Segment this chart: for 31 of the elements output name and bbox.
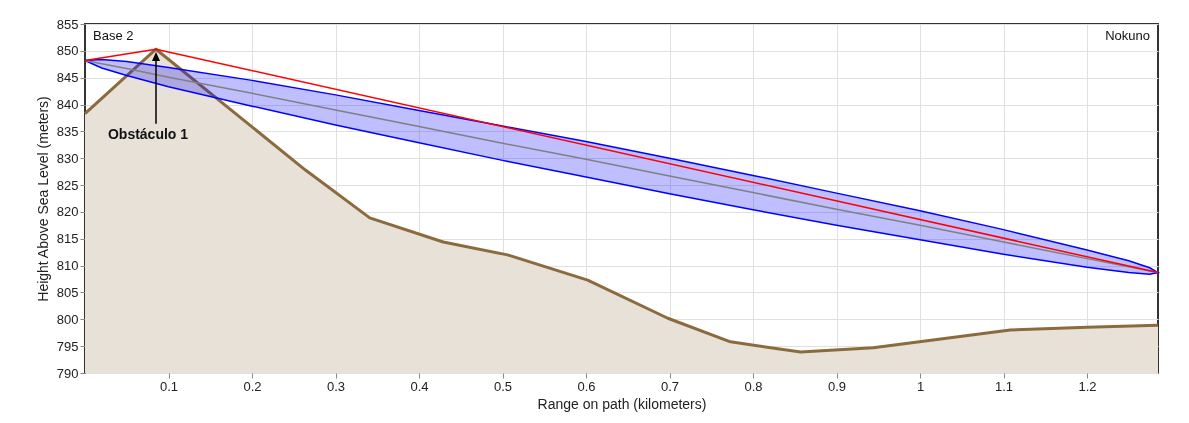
y-axis-title: Height Above Sea Level (meters) [34, 96, 51, 302]
y-tick-label: 835 [56, 123, 79, 139]
y-tick-label: 850 [56, 43, 79, 59]
y-tick-label: 855 [56, 16, 79, 32]
x-tick-label: 0.8 [744, 378, 763, 394]
annotation: Nokuno [1105, 28, 1150, 43]
y-tick-label: 810 [56, 258, 79, 274]
x-tick-label: 1.1 [994, 378, 1014, 394]
y-tick-label: 800 [56, 311, 79, 327]
x-tick-label: 0.9 [827, 378, 847, 394]
x-tick-label: 0.4 [410, 378, 429, 394]
x-tick-label: 0.3 [326, 378, 346, 394]
annotation: Obstáculo 1 [107, 126, 189, 142]
y-tick-label: 820 [56, 204, 79, 220]
y-tick-label: 790 [56, 365, 79, 381]
y-tick-label: 840 [56, 97, 79, 113]
x-tick-label: 1 [916, 378, 925, 394]
x-tick-label: 0.6 [577, 378, 596, 394]
y-tick-label: 805 [56, 284, 79, 300]
x-axis-title: Range on path (kilometers) [537, 395, 707, 412]
x-tick-label: 0.1 [159, 378, 179, 394]
y-tick-label: 830 [56, 150, 79, 166]
x-tick-label: 0.7 [660, 378, 680, 394]
x-tick-label: 1.2 [1078, 378, 1097, 394]
y-tick-label: 825 [56, 177, 79, 193]
annotation: Base 2 [93, 28, 134, 43]
x-tick-label: 0.2 [243, 378, 262, 394]
x-tick-label: 0.5 [493, 378, 513, 394]
y-tick-label: 815 [56, 231, 79, 247]
y-tick-label: 845 [56, 70, 79, 86]
y-tick-label: 795 [56, 338, 79, 354]
